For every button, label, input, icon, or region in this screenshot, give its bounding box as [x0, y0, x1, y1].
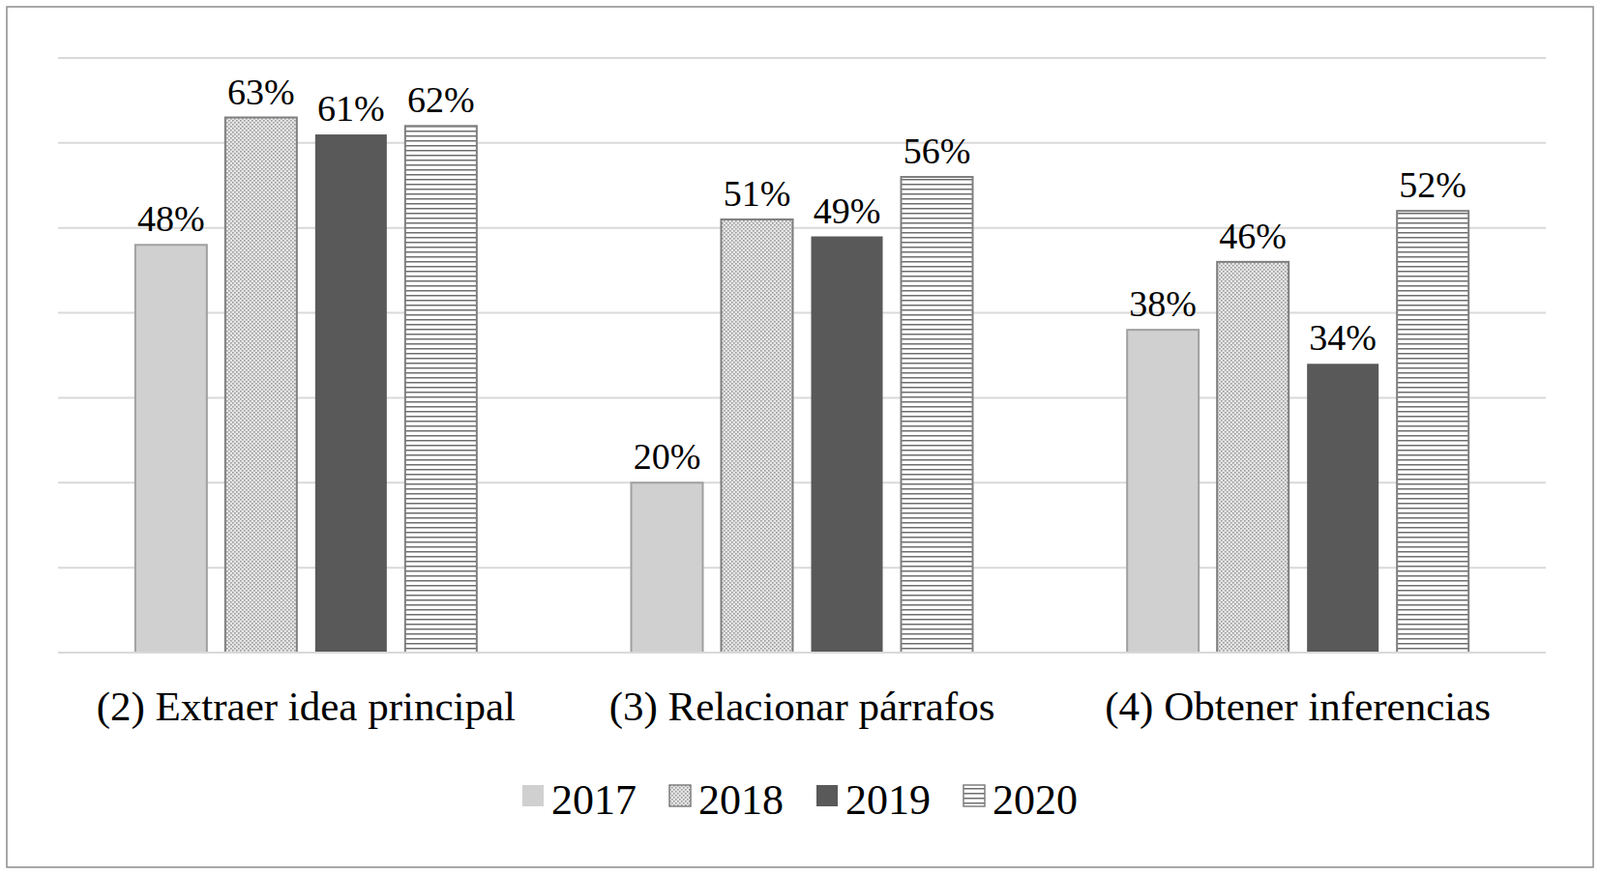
- grid-line: [58, 651, 1546, 654]
- data-label: 49%: [813, 190, 882, 232]
- data-label: 56%: [903, 130, 972, 172]
- data-label: 46%: [1218, 215, 1287, 257]
- legend-label: 2017: [551, 776, 637, 825]
- data-labels: 48% 20% 38% 63% 51% 46% 61% 49% 34% 62% 56% 52%: [137, 71, 1467, 478]
- bar: [405, 125, 477, 653]
- legend-swatch: [963, 785, 985, 807]
- legend-label: 2019: [845, 776, 931, 825]
- legend-label: 2020: [992, 776, 1078, 825]
- data-label: 52%: [1398, 164, 1467, 206]
- legend-swatch: [522, 785, 544, 807]
- bar: [1216, 262, 1289, 653]
- bar: [721, 219, 794, 653]
- bars: [135, 118, 1469, 654]
- bar: [1126, 329, 1199, 653]
- chart: 48% 20% 38% 63% 51% 46% 61% 49% 34% 62% 56% 52% (2) …: [0, 0, 1600, 874]
- data-label: 34%: [1308, 317, 1377, 358]
- data-label: 38%: [1128, 283, 1197, 325]
- category-label: (3) Relacionar párrafos: [609, 683, 996, 731]
- bar: [315, 134, 387, 653]
- bar: [1396, 210, 1469, 653]
- legend: 2017 2018 2019 2020: [522, 776, 1078, 825]
- data-label: 61%: [317, 88, 386, 129]
- data-label: 62%: [407, 79, 475, 120]
- data-label: 63%: [227, 71, 296, 113]
- data-label: 51%: [723, 173, 792, 214]
- frame: [6, 6, 1594, 868]
- bar: [631, 482, 704, 653]
- data-label: 20%: [633, 436, 702, 477]
- legend-label: 2018: [698, 776, 784, 825]
- bar: [225, 118, 297, 654]
- category-label: (2) Extraer idea principal: [96, 683, 516, 731]
- bar: [811, 237, 884, 654]
- bar: [901, 177, 974, 653]
- data-label: 48%: [137, 198, 206, 239]
- legend-swatch: [669, 785, 691, 807]
- category-label: (4) Obtener inferencias: [1104, 683, 1491, 731]
- bar: [135, 244, 208, 653]
- grid-line: [58, 57, 1546, 60]
- legend-swatch: [816, 785, 838, 807]
- bar: [1306, 363, 1379, 653]
- axis-line: [58, 651, 1546, 654]
